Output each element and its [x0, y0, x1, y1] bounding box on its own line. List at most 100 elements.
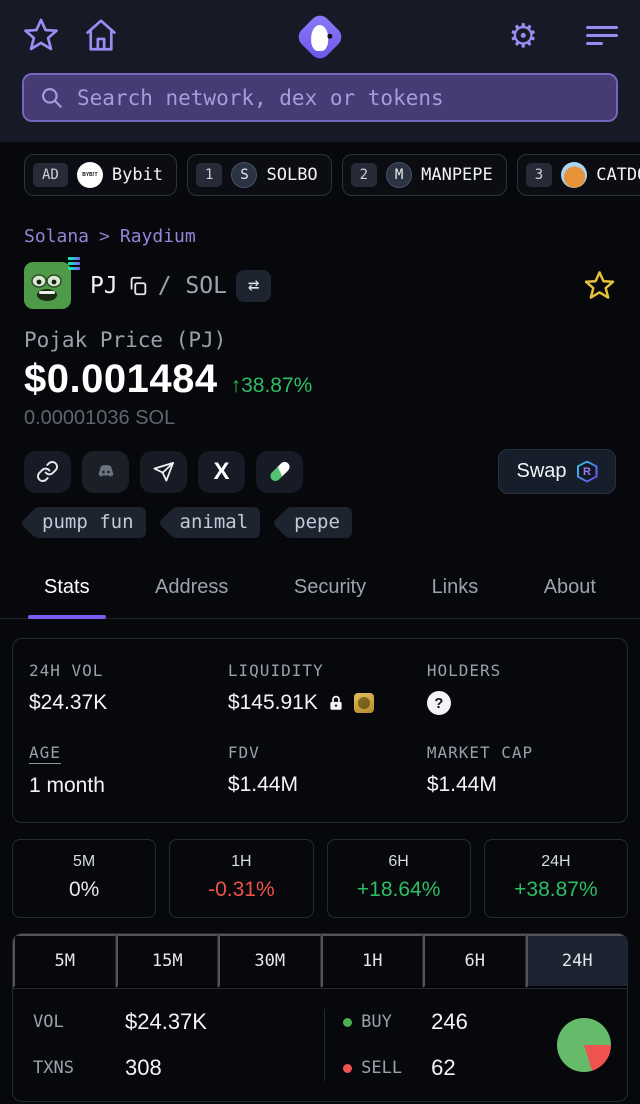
- watchlist-nav-button[interactable]: [22, 16, 60, 54]
- discord-icon: [94, 460, 118, 484]
- rank-badge: 1: [196, 163, 223, 187]
- x-twitter-button[interactable]: X: [198, 450, 245, 493]
- token-symbol: PJ: [90, 272, 118, 299]
- timeframe-tabs: 5M 15M 30M 1H 6H 24H: [13, 934, 627, 989]
- change-box-1h[interactable]: 1H -0.31%: [169, 839, 314, 918]
- telegram-icon: [152, 460, 175, 483]
- copy-icon: [127, 275, 149, 297]
- change-box-6h[interactable]: 6H +18.64%: [326, 839, 471, 918]
- tags-row: pump fun animal pepe: [0, 494, 640, 539]
- rank-badge: 3: [525, 163, 553, 187]
- pojak-avatar-image: [24, 262, 71, 309]
- sell-row: SELL 62: [343, 1055, 609, 1081]
- gold-star-icon: [583, 269, 616, 302]
- stats-card: 24H VOL $24.37K LIQUIDITY $145.91K HOLDE…: [12, 638, 628, 823]
- price-usd: $0.001484: [24, 357, 218, 401]
- trending-chip-manpepe[interactable]: 2 M MANPEPE: [341, 154, 507, 196]
- timeframe-1h[interactable]: 1H: [320, 934, 423, 988]
- timeframe-6h[interactable]: 6H: [423, 934, 526, 988]
- star-icon: [22, 16, 60, 54]
- link-icon: [36, 460, 59, 483]
- stat-market-cap: MARKET CAP $1.44M: [426, 743, 534, 796]
- tab-links[interactable]: Links: [432, 560, 479, 618]
- search-icon: [39, 85, 65, 111]
- pill-icon: [267, 459, 292, 484]
- tab-security[interactable]: Security: [294, 560, 366, 618]
- stat-liquidity: LIQUIDITY $145.91K: [228, 661, 427, 715]
- timeframe-24h[interactable]: 24H: [525, 934, 627, 988]
- settings-button[interactable]: ⚙: [508, 19, 538, 52]
- gold-lock-badge-icon[interactable]: [353, 693, 374, 713]
- ad-chip-label: Bybit: [111, 165, 164, 185]
- manpepe-token-icon: M: [386, 162, 413, 188]
- rank-badge: 2: [350, 163, 378, 187]
- trending-chip-label: CATDO: [596, 165, 640, 185]
- change-box-5m[interactable]: 5M 0%: [12, 839, 157, 918]
- home-icon: [82, 16, 120, 54]
- discord-button[interactable]: [82, 450, 129, 493]
- ad-chip-bybit[interactable]: AD BYB!T Bybit: [24, 154, 178, 196]
- volume-card: 5M 15M 30M 1H 6H 24H VOL $24.37K TXNS 30…: [12, 933, 628, 1102]
- timeframe-5m[interactable]: 5M: [13, 934, 116, 988]
- swap-button-label: Swap: [516, 460, 567, 482]
- telegram-button[interactable]: [140, 450, 187, 493]
- price-in-sol: 0.00001036 SOL: [24, 407, 176, 429]
- section-tabs: Stats Address Security Links About: [0, 560, 640, 619]
- search-bar[interactable]: [22, 73, 618, 122]
- copy-address-button[interactable]: [127, 275, 149, 297]
- ad-badge: AD: [33, 163, 68, 187]
- bybit-logo-icon: BYB!T: [76, 162, 103, 188]
- trending-chip-solbo[interactable]: 1 S SOLBO: [187, 154, 332, 196]
- tag-animal[interactable]: animal: [157, 506, 261, 539]
- solana-network-badge-icon: [68, 257, 80, 270]
- stat-age: AGE 1 month: [29, 743, 105, 797]
- breadcrumb-network[interactable]: Solana: [24, 226, 90, 247]
- hamburger-menu-icon: [586, 25, 618, 45]
- swap-arrows-icon: ⇄: [247, 273, 260, 296]
- tab-about[interactable]: About: [544, 560, 596, 618]
- raydium-icon: R: [576, 460, 598, 483]
- token-header: PJ / SOL ⇄: [0, 247, 640, 309]
- home-button[interactable]: [82, 16, 120, 54]
- buy-dot-icon: [343, 1017, 353, 1027]
- pumpfun-button[interactable]: [256, 450, 303, 493]
- trending-chip-label: MANPEPE: [421, 165, 493, 185]
- trending-bar: AD BYB!T Bybit 1 S SOLBO 2 M MANPEPE 3 C…: [0, 142, 640, 206]
- question-icon[interactable]: ?: [426, 691, 451, 715]
- social-links-row: X Swap R: [0, 430, 640, 494]
- search-input[interactable]: [77, 85, 601, 110]
- up-arrow-icon: ↑: [230, 374, 242, 397]
- x-icon: X: [213, 457, 230, 485]
- tag-pepe[interactable]: pepe: [272, 506, 352, 539]
- tab-address[interactable]: Address: [155, 560, 228, 618]
- token-avatar: [24, 257, 80, 309]
- tag-pump-fun[interactable]: pump fun: [20, 506, 146, 539]
- website-link-button[interactable]: [24, 450, 71, 493]
- buy-sell-pie: [557, 1018, 611, 1072]
- vol-row: VOL $24.37K: [33, 1009, 207, 1034]
- tab-stats[interactable]: Stats: [28, 560, 106, 619]
- price-change-24h: ↑38.87%: [230, 374, 313, 397]
- breadcrumb-separator: >: [99, 226, 110, 247]
- trending-chip-label: SOLBO: [266, 165, 318, 185]
- favorite-token-button[interactable]: [583, 269, 616, 302]
- pair-quote: / SOL: [157, 272, 227, 299]
- menu-button[interactable]: [586, 25, 618, 45]
- breadcrumb: Solana > Raydium: [0, 206, 640, 247]
- lock-icon[interactable]: [327, 694, 345, 712]
- change-box-24h[interactable]: 24H +38.87%: [483, 839, 628, 918]
- swap-button[interactable]: Swap R: [498, 449, 616, 494]
- catdo-token-icon: [561, 162, 588, 188]
- solbo-token-icon: S: [231, 162, 258, 188]
- timeframe-15m[interactable]: 15M: [115, 934, 218, 988]
- gecko-logo-icon: [294, 11, 346, 63]
- trending-chip-catdo[interactable]: 3 CATDO: [516, 154, 640, 196]
- breadcrumb-dex[interactable]: Raydium: [119, 226, 196, 247]
- timeframe-30m[interactable]: 30M: [218, 934, 321, 988]
- invert-pair-button[interactable]: ⇄: [235, 269, 272, 302]
- token-name-line: Pojak Price (PJ): [24, 328, 227, 352]
- sell-dot-icon: [343, 1063, 353, 1073]
- stat-fdv: FDV $1.44M: [227, 743, 298, 796]
- gear-icon: ⚙: [508, 15, 538, 55]
- txns-row: TXNS 308: [33, 1055, 162, 1080]
